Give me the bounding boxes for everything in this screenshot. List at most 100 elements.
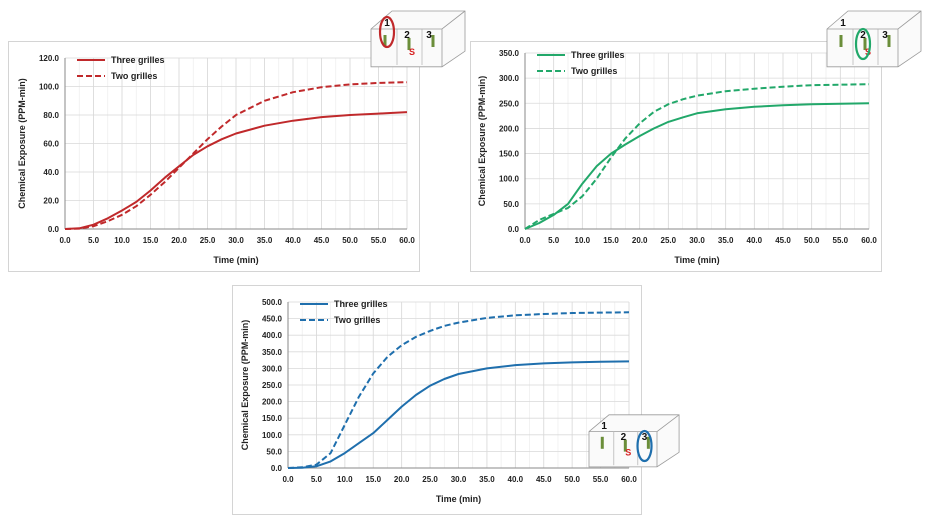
x-tick-label: 60.0 xyxy=(621,475,637,484)
legend-label: Two grilles xyxy=(334,315,380,325)
source-marker: S xyxy=(625,448,631,458)
chart-panel-3: 0.0 5.0 10.0 15.0 20.0 25.0 30.0 35.0 40.0 45.0 50… xyxy=(232,285,680,515)
x-tick-label: 15.0 xyxy=(143,236,159,245)
x-tick-label: 5.0 xyxy=(311,475,323,484)
x-tick-label: 40.0 xyxy=(285,236,301,245)
building-outline xyxy=(370,10,466,68)
x-tick-label: 25.0 xyxy=(422,475,438,484)
y-axis-title: Chemical Exposure (PPM-min) xyxy=(17,78,27,209)
y-tick-label: 150.0 xyxy=(499,150,520,159)
exposure-chart-location-1: 0.0 5.0 10.0 15.0 20.0 25.0 30.0 35.0 40.0 45.0 50… xyxy=(17,10,466,265)
x-tick-label: 60.0 xyxy=(399,236,415,245)
room-label: 1 xyxy=(601,421,607,432)
x-tick-label: 20.0 xyxy=(632,236,648,245)
y-axis-title: Chemical Exposure (PPM-min) xyxy=(240,320,250,451)
x-tick-label: 50.0 xyxy=(342,236,358,245)
x-tick-label: 25.0 xyxy=(200,236,216,245)
x-tick-label: 25.0 xyxy=(661,236,677,245)
source-marker: S xyxy=(409,47,415,57)
room-label: 3 xyxy=(882,30,888,41)
y-tick-label: 250.0 xyxy=(262,381,283,390)
x-tick-label: 15.0 xyxy=(365,475,381,484)
grille-icon xyxy=(863,38,867,50)
legend-label: Two grilles xyxy=(111,71,157,81)
y-tick-label: 350.0 xyxy=(262,348,283,357)
y-tick-label: 300.0 xyxy=(499,74,520,83)
series-line-two-grilles xyxy=(287,311,630,469)
legend-label: Three grilles xyxy=(571,50,625,60)
y-axis-title: Chemical Exposure (PPM-min) xyxy=(477,76,487,207)
building-outline xyxy=(588,414,680,468)
y-tick-label: 20.0 xyxy=(43,197,59,206)
x-tick-label: 20.0 xyxy=(171,236,187,245)
legend-label: Two grilles xyxy=(571,66,617,76)
legend-label: Three grilles xyxy=(334,299,388,309)
x-tick-label: 5.0 xyxy=(548,236,560,245)
grille-icon xyxy=(623,439,627,452)
x-tick-label: 0.0 xyxy=(282,475,294,484)
x-tick-label: 0.0 xyxy=(519,236,531,245)
y-tick-label: 200.0 xyxy=(499,124,520,133)
grille-icon xyxy=(600,436,604,449)
building-inset-icon: 1 2 3 S xyxy=(370,10,466,68)
y-tick-label: 300.0 xyxy=(262,364,283,373)
series-line-three-grilles xyxy=(287,360,630,469)
y-tick-label: 400.0 xyxy=(262,331,283,340)
y-tick-label: 120.0 xyxy=(39,54,60,63)
x-tick-label: 45.0 xyxy=(536,475,552,484)
x-tick-label: 30.0 xyxy=(689,236,705,245)
exposure-chart-location-3: 0.0 5.0 10.0 15.0 20.0 25.0 30.0 35.0 40.0 45.0 50… xyxy=(240,298,680,504)
room-label: 2 xyxy=(404,30,410,41)
grille-icon xyxy=(839,35,843,47)
y-tick-label: 250.0 xyxy=(499,99,520,108)
x-tick-label: 15.0 xyxy=(603,236,619,245)
x-tick-label: 50.0 xyxy=(804,236,820,245)
building-inset-icon: 12 3S xyxy=(826,10,922,68)
x-tick-label: 10.0 xyxy=(114,236,130,245)
highlight-ring xyxy=(636,429,653,463)
highlight-ring xyxy=(378,15,396,49)
x-tick-label: 0.0 xyxy=(59,236,71,245)
room-label: 3 xyxy=(642,432,648,443)
grille-icon xyxy=(431,35,435,47)
chart-panel-2: 0.0 5.0 10.0 15.0 20.0 25.0 30.0 35.0 40.0 45.0 50… xyxy=(470,10,922,272)
x-tick-label: 5.0 xyxy=(88,236,100,245)
y-tick-label: 100.0 xyxy=(39,83,60,92)
series-line-two-grilles xyxy=(524,83,870,230)
exposure-chart-location-2: 0.0 5.0 10.0 15.0 20.0 25.0 30.0 35.0 40.0 45.0 50… xyxy=(477,10,922,265)
y-tick-label: 40.0 xyxy=(43,168,59,177)
x-tick-label: 30.0 xyxy=(451,475,467,484)
x-tick-label: 10.0 xyxy=(575,236,591,245)
x-tick-label: 30.0 xyxy=(228,236,244,245)
y-tick-label: 350.0 xyxy=(499,49,520,58)
y-tick-label: 450.0 xyxy=(262,315,283,324)
highlight-ring xyxy=(854,27,872,61)
x-tick-label: 20.0 xyxy=(394,475,410,484)
x-tick-label: 10.0 xyxy=(337,475,353,484)
x-tick-label: 55.0 xyxy=(371,236,387,245)
x-tick-label: 40.0 xyxy=(747,236,763,245)
grille-icon xyxy=(383,35,387,47)
x-axis-title: Time (min) xyxy=(436,494,481,504)
x-tick-label: 35.0 xyxy=(257,236,273,245)
x-tick-label: 35.0 xyxy=(479,475,495,484)
y-tick-label: 50.0 xyxy=(503,200,519,209)
y-tick-label: 80.0 xyxy=(43,111,59,120)
grille-icon xyxy=(646,436,650,449)
x-tick-label: 50.0 xyxy=(564,475,580,484)
x-axis-title: Time (min) xyxy=(674,255,719,265)
series-line-three-grilles xyxy=(64,111,408,230)
room-label: 1 xyxy=(384,18,390,29)
building-edges xyxy=(589,414,680,467)
room-label: 1 xyxy=(840,18,846,29)
y-tick-label: 60.0 xyxy=(43,140,59,149)
building-inset-icon: 12 3S xyxy=(588,414,680,468)
y-tick-label: 0.0 xyxy=(508,225,520,234)
y-tick-label: 0.0 xyxy=(271,464,283,473)
y-tick-label: 150.0 xyxy=(262,414,283,423)
x-tick-label: 60.0 xyxy=(861,236,877,245)
room-label: 3 xyxy=(426,30,432,41)
x-tick-label: 55.0 xyxy=(593,475,609,484)
x-tick-label: 55.0 xyxy=(833,236,849,245)
building-outline xyxy=(826,10,922,68)
